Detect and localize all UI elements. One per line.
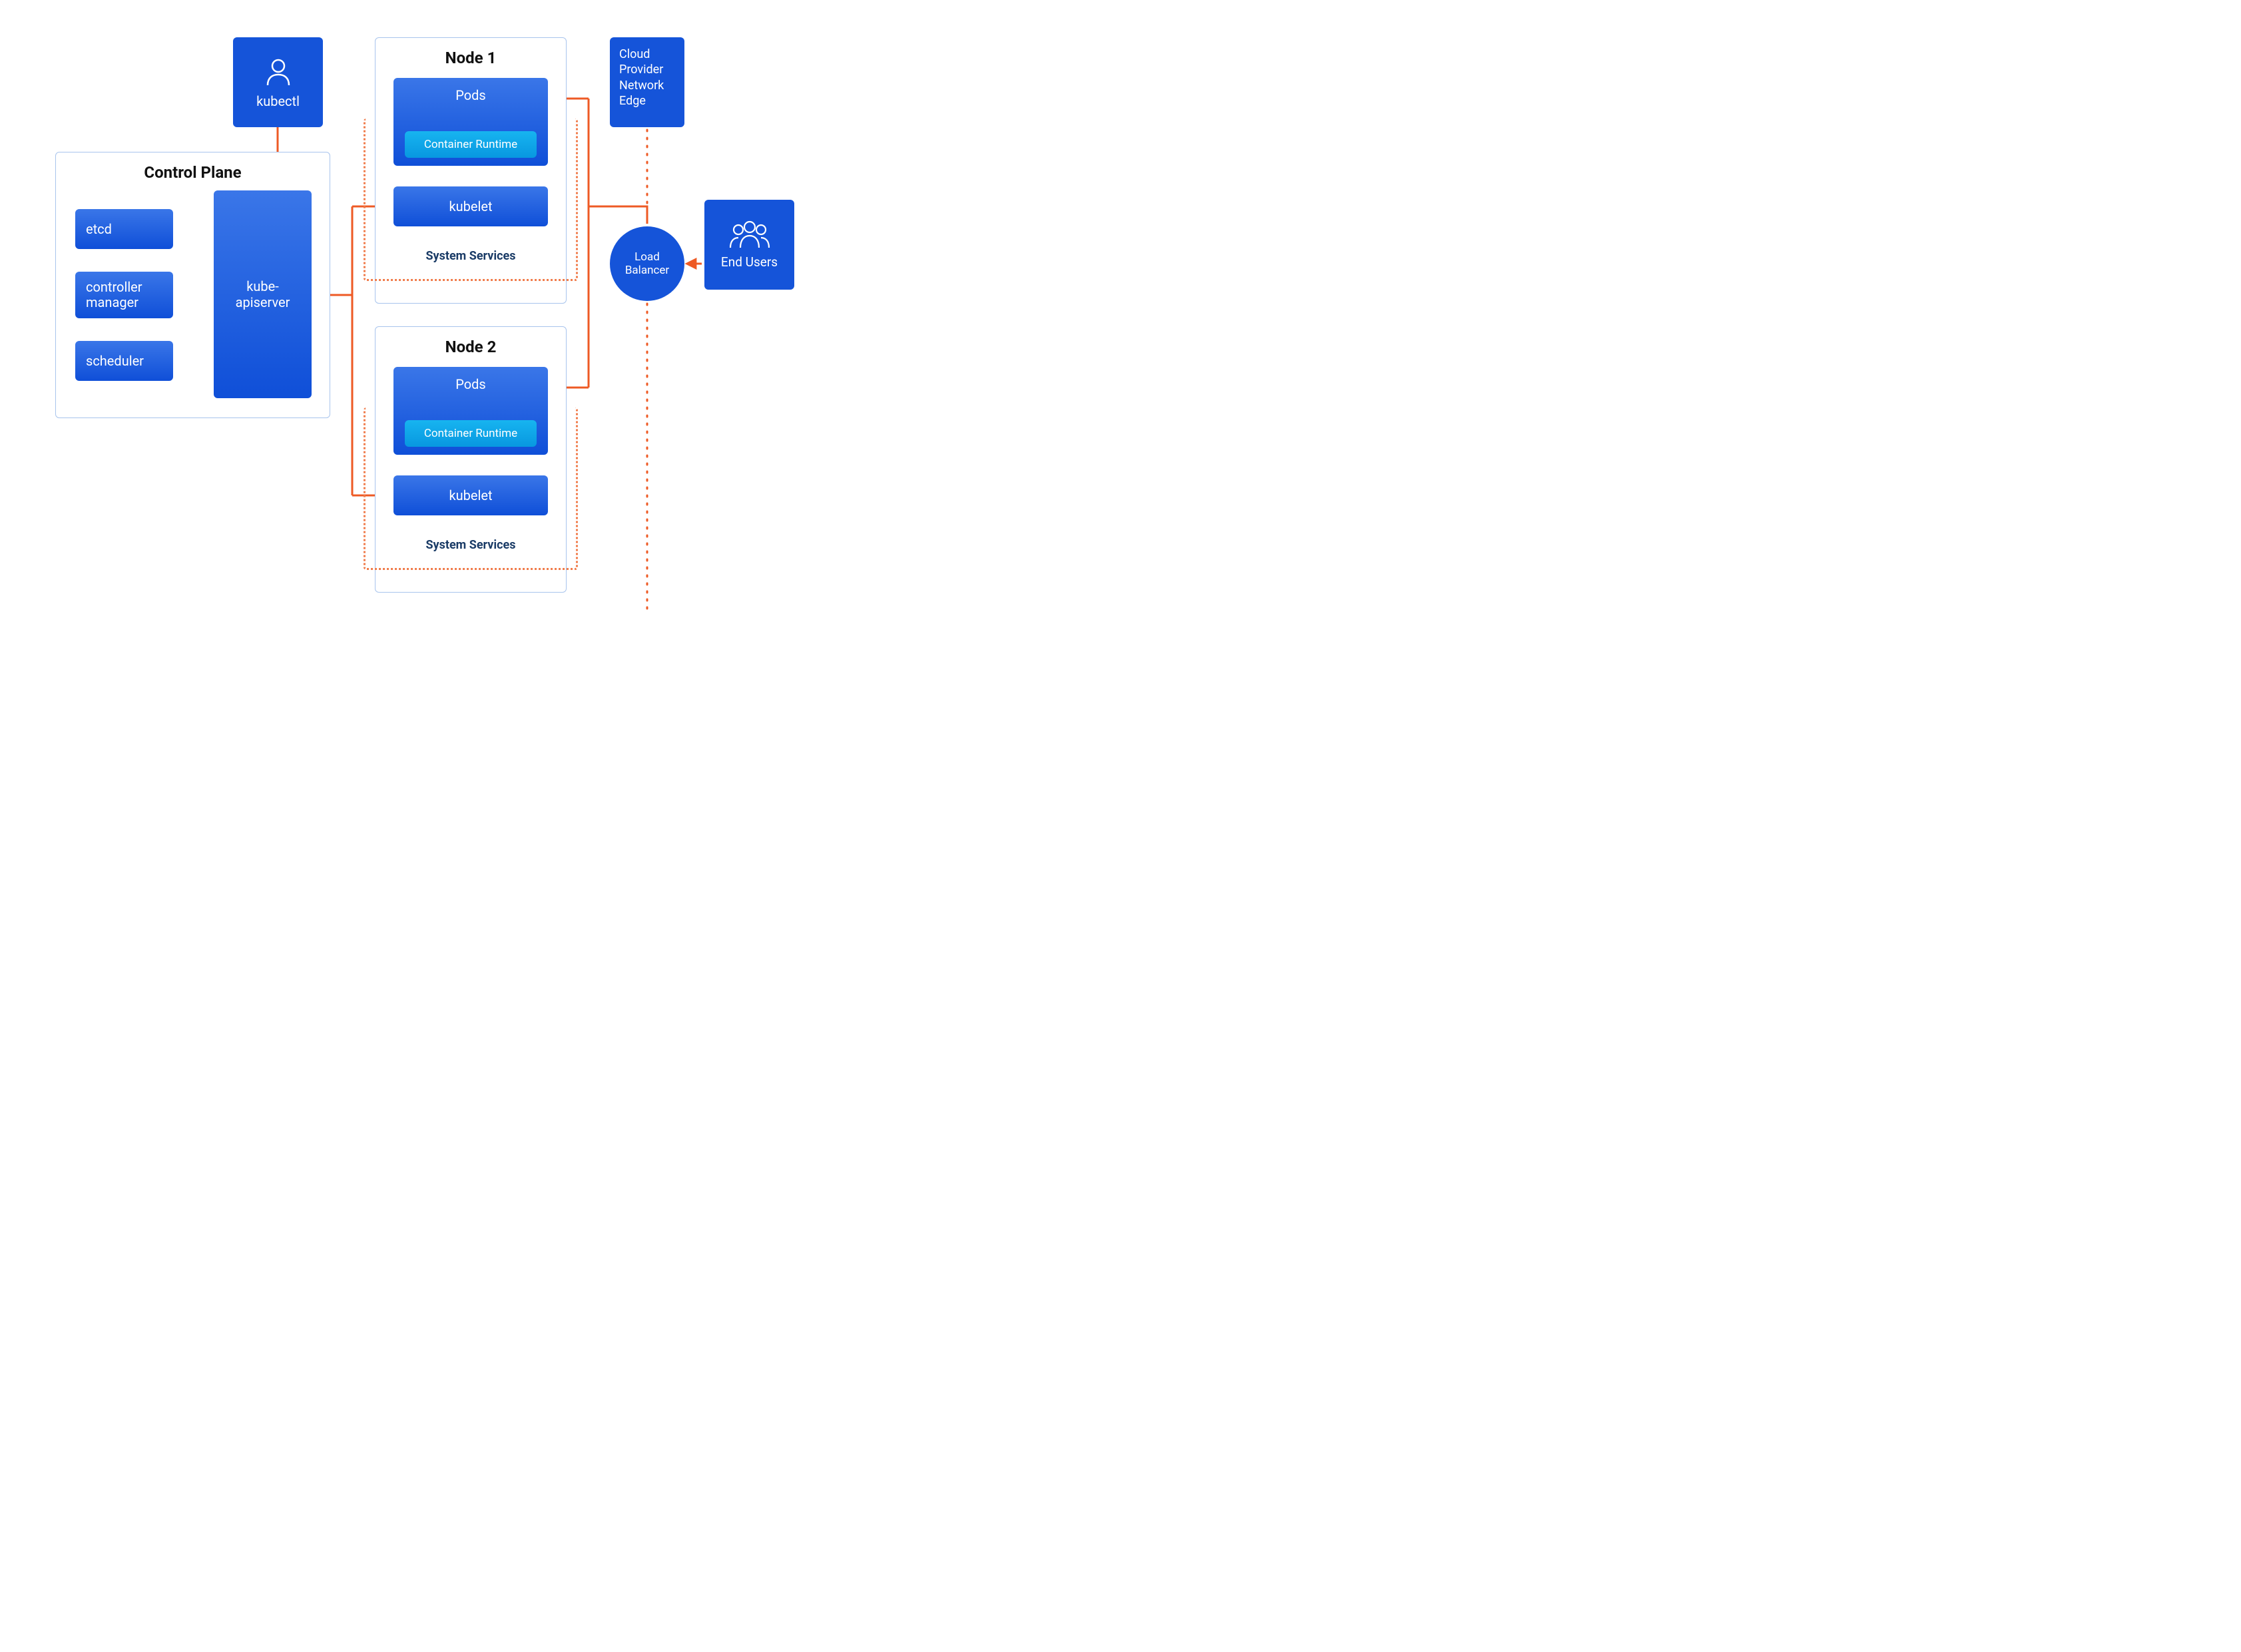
load-balancer-circle: Load Balancer — [610, 226, 684, 301]
end-users-label: End Users — [721, 254, 778, 270]
pods2-label: Pods — [455, 376, 486, 392]
etcd-label: etcd — [86, 221, 112, 237]
users-icon — [728, 220, 771, 249]
load-balancer-label: Load Balancer — [625, 250, 669, 278]
kube-apiserver-label: kube- apiserver — [236, 278, 290, 310]
container-runtime1-label: Container Runtime — [424, 138, 517, 151]
kube-apiserver-block: kube- apiserver — [214, 190, 312, 398]
system-services1-label: System Services — [375, 249, 567, 263]
kubectl-label: kubectl — [256, 93, 300, 109]
kubelet2-block: kubelet — [393, 475, 548, 515]
scheduler-label: scheduler — [86, 353, 144, 369]
controller-manager-label: controller manager — [86, 280, 142, 310]
controller-manager-block: controller manager — [75, 272, 173, 318]
control-plane-title: Control Plane — [56, 163, 330, 182]
kubelet1-block: kubelet — [393, 186, 548, 226]
system-services2-label: System Services — [375, 538, 567, 552]
container-runtime2-block: Container Runtime — [405, 420, 537, 447]
pods1-label: Pods — [455, 87, 486, 103]
scheduler-block: scheduler — [75, 341, 173, 381]
kubectl-block: kubectl — [233, 37, 323, 127]
kubelet2-label: kubelet — [449, 487, 492, 503]
cloud-edge-label: Cloud Provider Network Edge — [619, 47, 664, 109]
etcd-block: etcd — [75, 209, 173, 249]
container-runtime1-block: Container Runtime — [405, 131, 537, 158]
cloud-edge-block: Cloud Provider Network Edge — [610, 37, 684, 127]
container-runtime2-label: Container Runtime — [424, 427, 517, 440]
end-users-block: End Users — [704, 200, 794, 290]
node1-title: Node 1 — [375, 49, 566, 67]
user-icon — [262, 56, 294, 88]
node2-title: Node 2 — [375, 338, 566, 356]
kubelet1-label: kubelet — [449, 198, 492, 214]
